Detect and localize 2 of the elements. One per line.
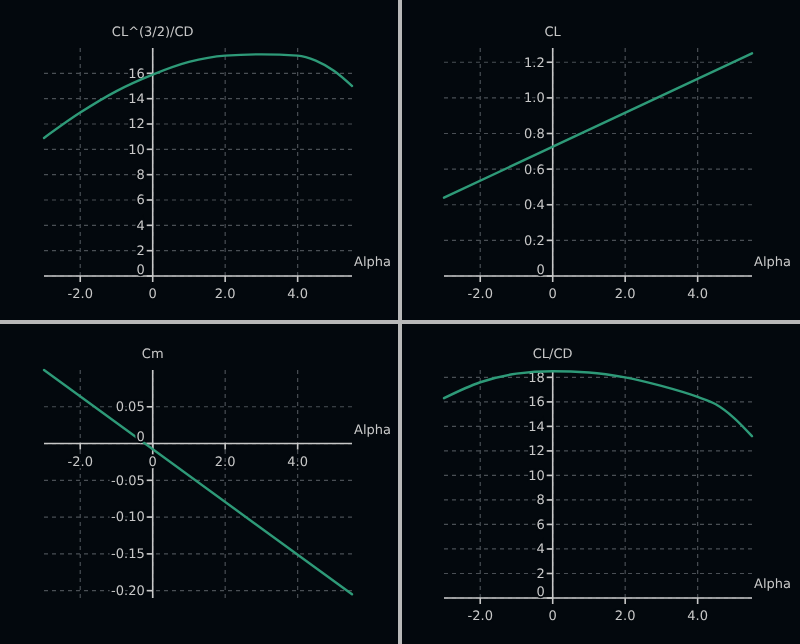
- line-series: [442, 370, 754, 438]
- line-series: [42, 53, 354, 140]
